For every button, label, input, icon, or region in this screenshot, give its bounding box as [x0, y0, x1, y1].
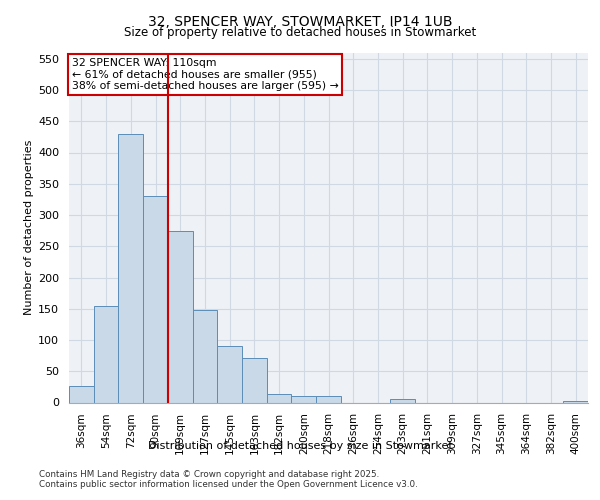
Bar	[563, 400, 588, 402]
Bar	[292, 396, 316, 402]
Text: Contains public sector information licensed under the Open Government Licence v3: Contains public sector information licen…	[39, 480, 418, 489]
Bar	[143, 196, 168, 402]
Bar	[267, 394, 292, 402]
Text: Contains HM Land Registry data © Crown copyright and database right 2025.: Contains HM Land Registry data © Crown c…	[39, 470, 379, 479]
Bar	[316, 396, 341, 402]
Text: 32 SPENCER WAY: 110sqm
← 61% of detached houses are smaller (955)
38% of semi-de: 32 SPENCER WAY: 110sqm ← 61% of detached…	[71, 58, 338, 91]
Bar	[118, 134, 143, 402]
Y-axis label: Number of detached properties: Number of detached properties	[24, 140, 34, 315]
Text: 32, SPENCER WAY, STOWMARKET, IP14 1UB: 32, SPENCER WAY, STOWMARKET, IP14 1UB	[148, 15, 452, 29]
Text: Size of property relative to detached houses in Stowmarket: Size of property relative to detached ho…	[124, 26, 476, 39]
Bar	[390, 400, 415, 402]
Bar	[69, 386, 94, 402]
Bar	[94, 306, 118, 402]
Bar	[217, 346, 242, 403]
Text: Distribution of detached houses by size in Stowmarket: Distribution of detached houses by size …	[148, 441, 452, 451]
Bar	[193, 310, 217, 402]
Bar	[168, 230, 193, 402]
Bar	[242, 358, 267, 403]
